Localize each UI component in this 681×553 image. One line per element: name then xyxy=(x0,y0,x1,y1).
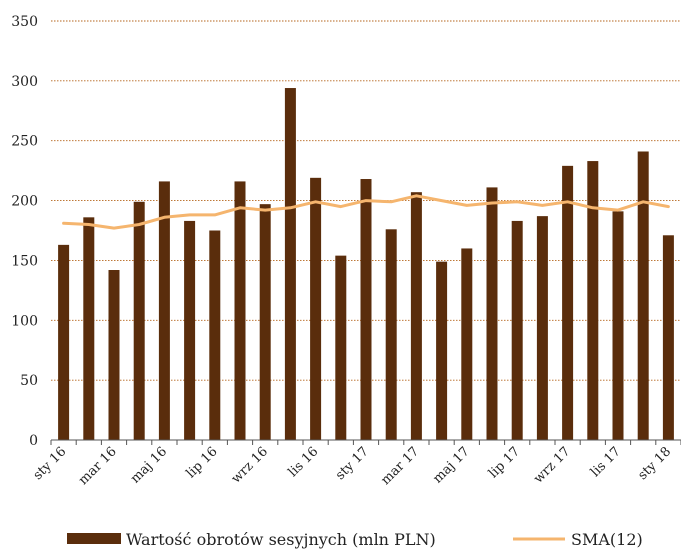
bar xyxy=(613,211,624,440)
bar xyxy=(512,221,523,440)
y-tick-label: 350 xyxy=(11,14,38,30)
bar xyxy=(436,262,447,440)
x-tick-label: sty 17 xyxy=(333,444,372,483)
x-tick-label: lis 17 xyxy=(588,444,624,480)
y-tick-label: 100 xyxy=(11,313,38,329)
bar xyxy=(335,256,346,440)
bar xyxy=(663,235,674,440)
y-tick-label: 250 xyxy=(11,134,38,150)
bar xyxy=(159,181,170,440)
bar xyxy=(361,179,372,440)
legend-swatch-bars xyxy=(67,533,121,544)
bar xyxy=(411,192,422,440)
bar xyxy=(310,178,321,440)
legend-item-sma: SMA(12) xyxy=(513,530,643,549)
y-tick-label: 200 xyxy=(11,194,38,210)
bar xyxy=(285,88,296,440)
x-tick-label: maj 16 xyxy=(128,444,170,486)
bar xyxy=(587,161,598,440)
x-axis-ticks: sty 16 mar 16 maj 16 lip 16 wrz 16 lis 16 sty … xyxy=(31,444,675,488)
bar xyxy=(562,166,573,440)
legend-item-bars: Wartość obrotów sesyjnych (mln PLN) xyxy=(67,530,436,549)
x-tick-label: sty 18 xyxy=(635,444,674,483)
bar xyxy=(638,151,649,440)
x-axis xyxy=(51,440,681,445)
x-tick-label: lip 16 xyxy=(184,444,221,481)
bar xyxy=(260,204,271,440)
x-tick-label: wrz 16 xyxy=(229,444,271,486)
bar xyxy=(386,229,397,440)
bar xyxy=(184,221,195,440)
bar xyxy=(109,270,120,440)
legend: Wartość obrotów sesyjnych (mln PLN) SMA(… xyxy=(67,530,643,549)
x-tick-label: lis 16 xyxy=(286,444,322,480)
x-tick-label: mar 16 xyxy=(76,444,120,488)
y-axis-ticks: 0 50 100 150 200 250 300 350 xyxy=(11,14,38,449)
bar xyxy=(134,202,145,440)
x-tick-label: sty 16 xyxy=(31,444,70,483)
bar xyxy=(235,181,246,440)
bar xyxy=(58,245,69,440)
legend-label-sma: SMA(12) xyxy=(571,530,643,549)
legend-label-bars: Wartość obrotów sesyjnych (mln PLN) xyxy=(126,530,436,549)
x-tick-label: maj 17 xyxy=(430,444,472,486)
bar xyxy=(461,248,472,440)
bar xyxy=(537,216,548,440)
y-tick-label: 300 xyxy=(11,74,38,90)
x-tick-label: wrz 17 xyxy=(531,444,573,486)
y-tick-label: 50 xyxy=(20,373,38,389)
y-tick-label: 150 xyxy=(11,253,38,269)
y-tick-label: 0 xyxy=(29,433,38,449)
bar xyxy=(83,217,94,440)
x-tick-label: mar 17 xyxy=(378,444,422,488)
bar xyxy=(209,231,220,441)
bar xyxy=(487,187,498,440)
x-tick-label: lip 17 xyxy=(486,444,523,481)
